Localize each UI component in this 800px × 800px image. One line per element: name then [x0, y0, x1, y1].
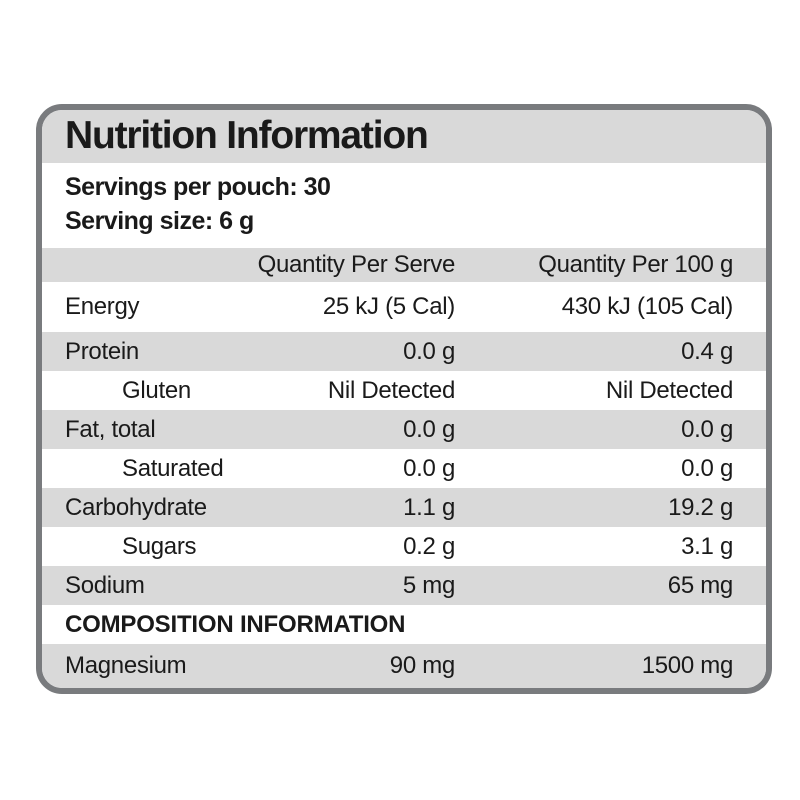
value-per-100g: 19.2 g	[668, 493, 733, 521]
row-sugars: Sugars 0.2 g 3.1 g	[42, 527, 766, 566]
value-per-serve: 5 mg	[402, 571, 455, 599]
value-per-100g: 1500 mg	[641, 652, 734, 679]
row-label: Energy	[65, 293, 140, 320]
servings-block: Servings per pouch: 30 Serving size: 6 g	[42, 163, 766, 248]
value-per-serve: 0.2 g	[403, 532, 455, 560]
row-saturated: Saturated 0.0 g 0.0 g	[42, 449, 766, 488]
row-fat-total: Fat, total 0.0 g 0.0 g	[42, 410, 766, 449]
title-band: Nutrition Information	[42, 110, 766, 163]
row-gluten: Gluten Nil Detected Nil Detected	[42, 371, 766, 410]
value-per-serve: 25 kJ (5 Cal)	[322, 293, 455, 320]
serving-size: Serving size: 6 g	[65, 207, 254, 235]
row-label: Magnesium	[65, 652, 187, 679]
row-label: Protein	[65, 337, 139, 365]
row-magnesium: Magnesium 90 mg 1500 mg	[42, 644, 766, 688]
value-per-serve: 1.1 g	[403, 493, 455, 521]
row-sodium: Sodium 5 mg 65 mg	[42, 566, 766, 605]
value-per-serve: 0.0 g	[403, 415, 455, 443]
column-header-per-serve: Quantity Per Serve	[257, 251, 456, 278]
row-label: Carbohydrate	[65, 493, 207, 521]
row-energy: Energy 25 kJ (5 Cal) 430 kJ (105 Cal)	[42, 282, 766, 332]
value-per-100g: Nil Detected	[605, 376, 733, 404]
column-spacer	[42, 248, 257, 282]
table-header-row: Quantity Per Serve Quantity Per 100 g	[42, 248, 766, 282]
value-per-serve: 0.0 g	[403, 454, 455, 482]
row-protein: Protein 0.0 g 0.4 g	[42, 332, 766, 371]
value-per-100g: 65 mg	[667, 571, 734, 599]
composition-header-row: COMPOSITION INFORMATION	[42, 605, 766, 644]
value-per-100g: 0.4 g	[681, 337, 733, 365]
value-per-100g: 0.0 g	[681, 454, 733, 482]
page-title: Nutrition Information	[65, 114, 429, 157]
value-per-100g: 3.1 g	[681, 532, 733, 560]
nutrition-label: Nutrition Information Servings per pouch…	[36, 104, 772, 694]
servings-per-pouch: Servings per pouch: 30	[65, 173, 331, 201]
composition-header: COMPOSITION INFORMATION	[65, 610, 406, 638]
row-label: Sugars	[122, 532, 197, 560]
column-header-per-100g: Quantity Per 100 g	[538, 251, 733, 278]
row-carbohydrate: Carbohydrate 1.1 g 19.2 g	[42, 488, 766, 527]
value-per-serve: 90 mg	[389, 652, 456, 679]
value-per-serve: 0.0 g	[403, 337, 455, 365]
value-per-100g: 430 kJ (105 Cal)	[561, 293, 734, 320]
row-label: Sodium	[65, 571, 145, 599]
row-label: Saturated	[122, 454, 224, 482]
row-label: Gluten	[122, 376, 191, 404]
nutrition-table: Quantity Per Serve Quantity Per 100 g En…	[42, 248, 766, 688]
value-per-100g: 0.0 g	[681, 415, 733, 443]
row-label: Fat, total	[65, 415, 156, 443]
value-per-serve: Nil Detected	[327, 376, 455, 404]
